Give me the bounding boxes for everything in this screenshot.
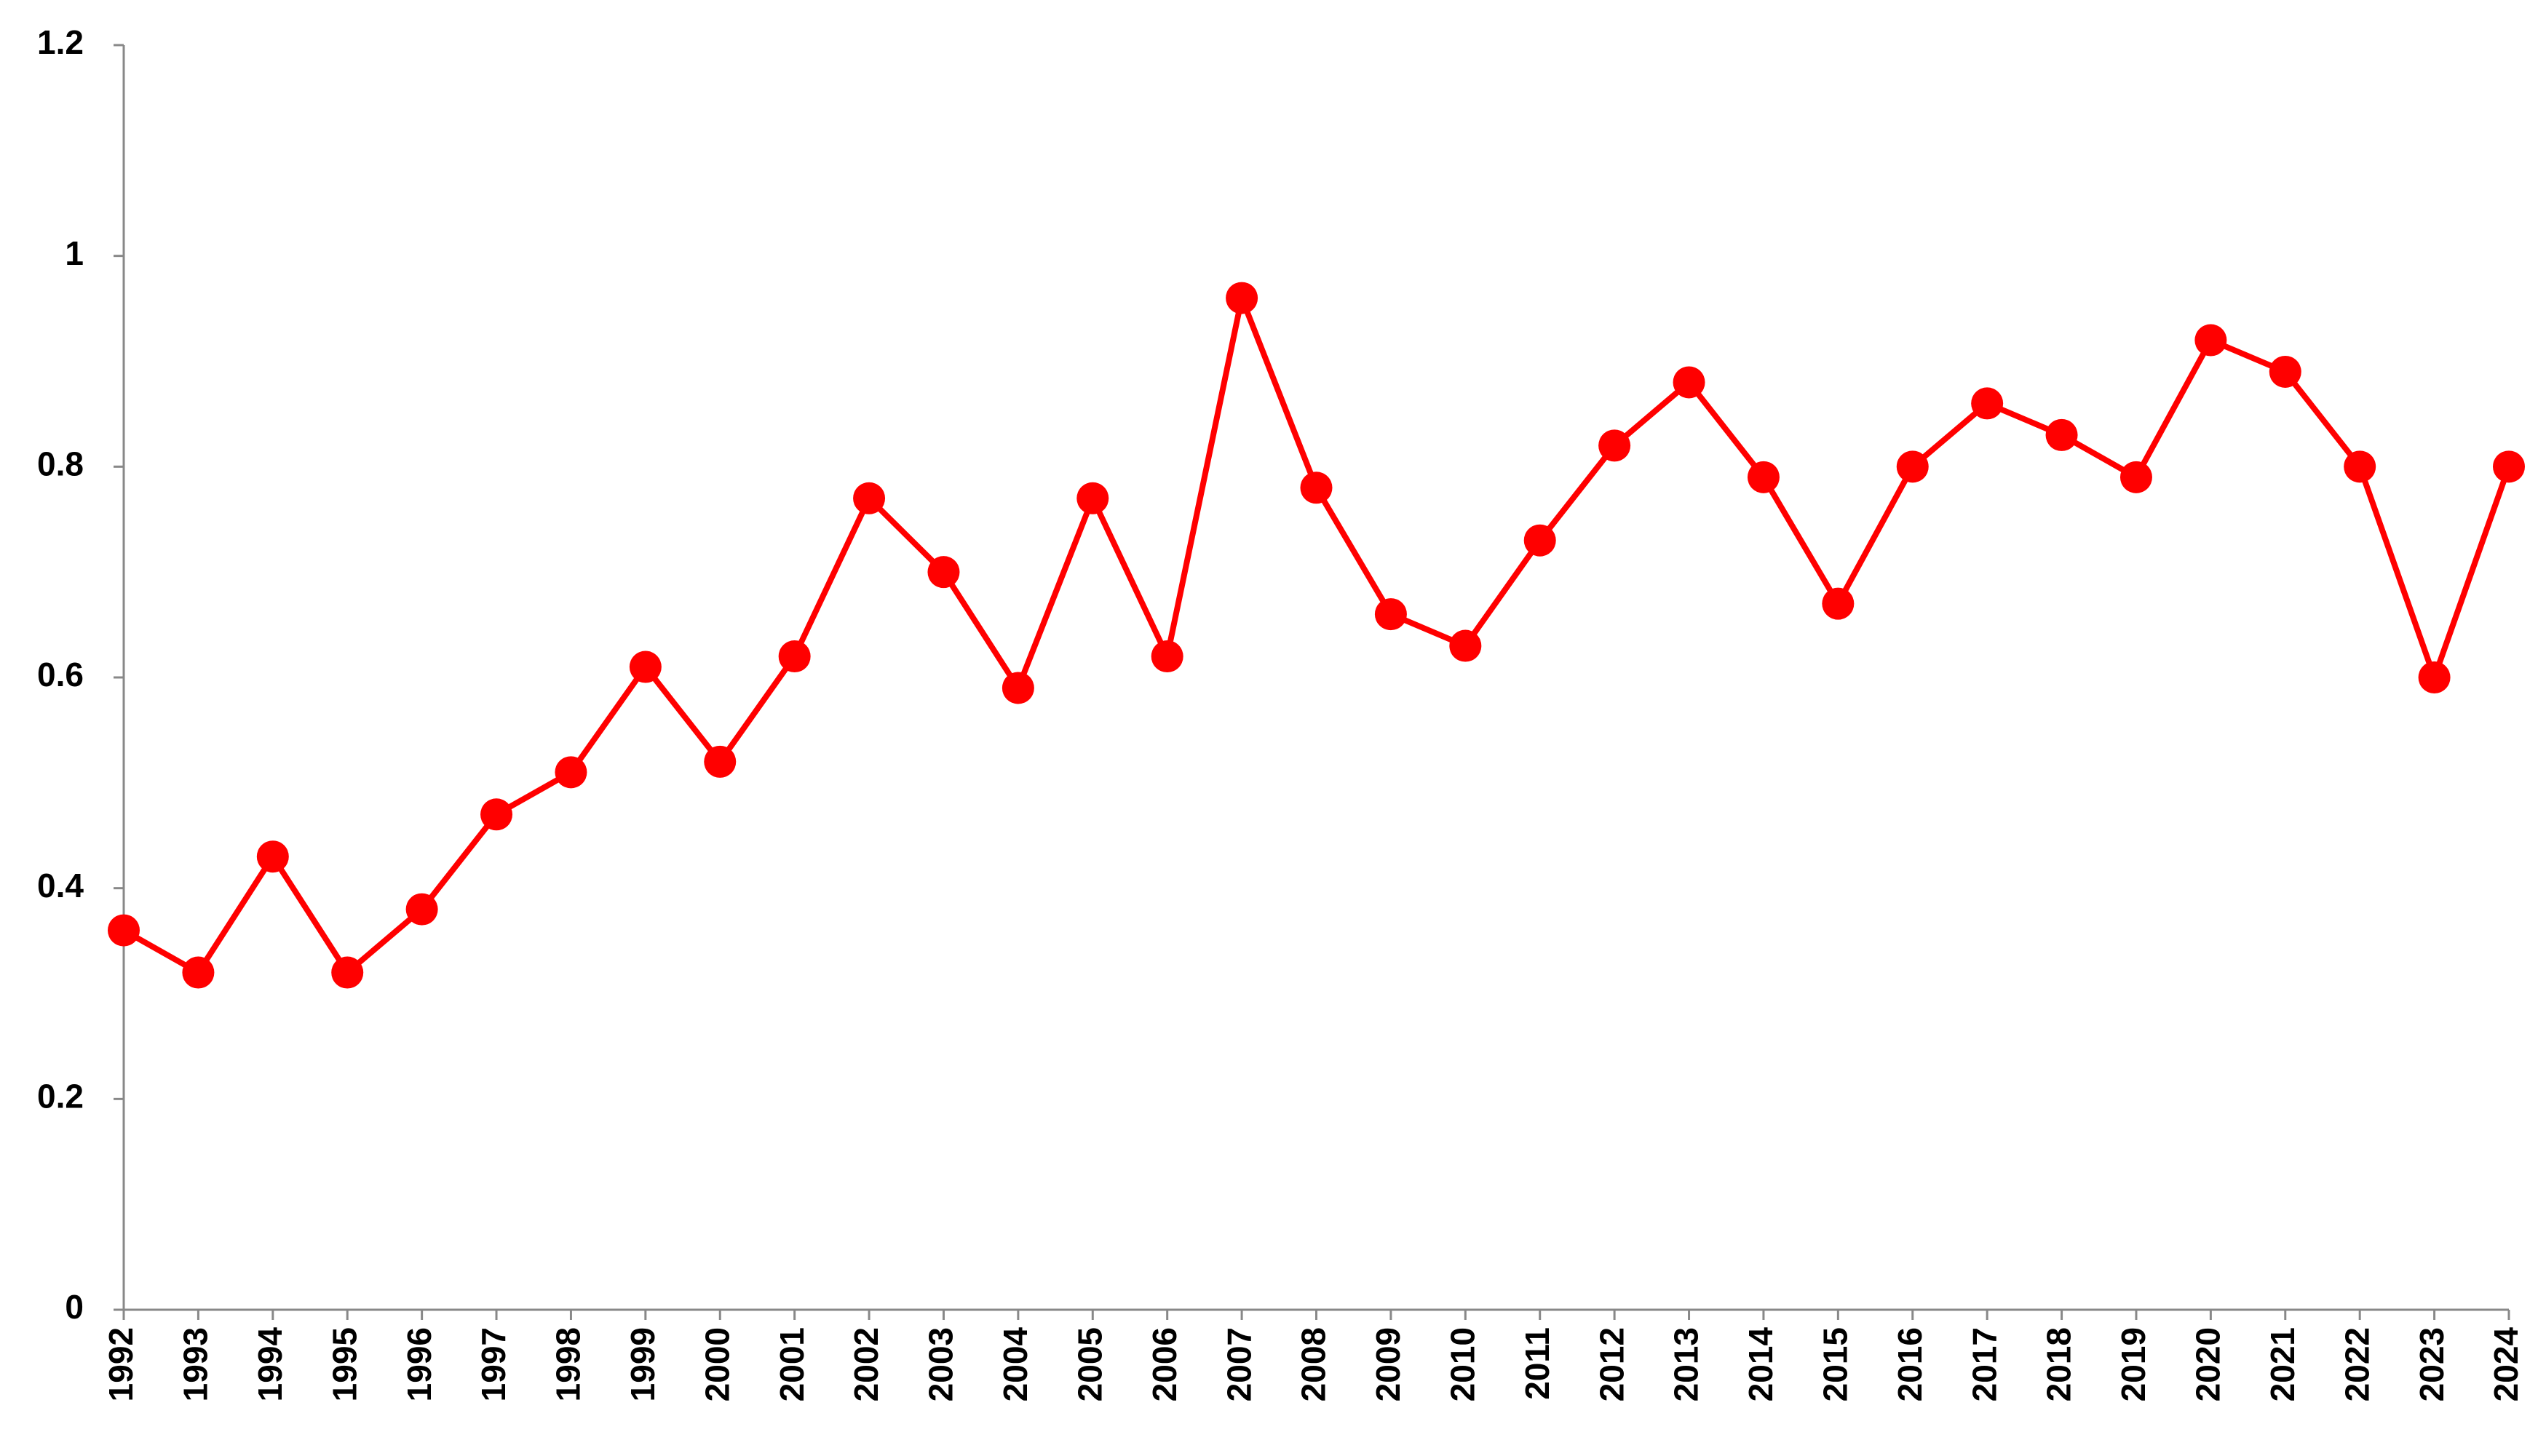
- data-point: [1076, 482, 1109, 514]
- data-point: [2418, 661, 2451, 693]
- data-line: [122, 295, 2512, 976]
- x-tick-label: 2024: [2487, 1327, 2525, 1402]
- data-point: [927, 556, 960, 589]
- x-tick-label: 2022: [2338, 1327, 2376, 1401]
- x-tick-label: 2002: [847, 1327, 885, 1401]
- x-tick-label: 2023: [2413, 1327, 2451, 1401]
- x-tick-label: 1992: [102, 1327, 140, 1401]
- data-point: [2344, 450, 2376, 483]
- x-tick-label: 2000: [698, 1327, 736, 1401]
- x-tick-label: 2009: [1369, 1327, 1407, 1401]
- data-point: [555, 756, 587, 789]
- x-tick-label: 2011: [1518, 1327, 1556, 1400]
- x-tick-label: 2019: [2114, 1327, 2152, 1401]
- x-tick-label: 2014: [1742, 1327, 1780, 1402]
- y-tick-label: 1: [65, 234, 84, 272]
- x-tick-label: 2012: [1593, 1327, 1630, 1401]
- x-tick-label: 2004: [996, 1327, 1034, 1402]
- x-tick-label: 2013: [1667, 1327, 1705, 1401]
- x-tick-label: 2020: [2189, 1327, 2227, 1401]
- data-point: [2493, 450, 2525, 483]
- data-point: [853, 482, 886, 514]
- data-point: [778, 640, 811, 673]
- x-tick-label: 1995: [325, 1327, 363, 1401]
- y-tick-label: 0.6: [37, 656, 84, 693]
- x-tick-label: 2018: [2040, 1327, 2078, 1401]
- x-tick-label: 2010: [1443, 1327, 1481, 1401]
- data-point: [1151, 640, 1183, 673]
- data-point: [1374, 598, 1407, 631]
- data-point: [2194, 324, 2227, 357]
- data-point: [405, 893, 438, 926]
- x-tick-label: 2003: [922, 1327, 960, 1401]
- data-point: [2269, 355, 2301, 388]
- data-point: [2045, 418, 2078, 451]
- x-tick-label: 1997: [475, 1327, 512, 1401]
- data-point: [2119, 461, 2152, 493]
- y-tick-label: 0.8: [37, 445, 84, 482]
- x-tick-label: 2016: [1891, 1327, 1929, 1401]
- x-tick-label: 1996: [400, 1327, 438, 1401]
- data-point: [108, 914, 140, 947]
- x-tick-label: 2007: [1220, 1327, 1258, 1401]
- x-tick-label: 1994: [251, 1327, 289, 1402]
- data-point: [256, 840, 289, 873]
- x-tick-label: 2008: [1295, 1327, 1333, 1401]
- data-point: [1598, 429, 1631, 462]
- y-tick-label: 0: [65, 1288, 84, 1326]
- x-tick-label: 2001: [773, 1327, 811, 1401]
- data-point: [1747, 461, 1780, 493]
- data-point: [480, 798, 513, 831]
- x-tick-label: 2015: [1817, 1327, 1855, 1401]
- data-point: [1449, 629, 1482, 662]
- data-point: [1971, 387, 2004, 420]
- y-tick-label: 0.2: [37, 1077, 84, 1115]
- data-point: [1673, 366, 1705, 399]
- data-point: [331, 956, 364, 989]
- x-tick-label: 1998: [550, 1327, 587, 1401]
- y-tick-label: 1.2: [37, 23, 84, 61]
- data-point: [704, 745, 737, 778]
- data-point: [182, 956, 215, 989]
- data-point: [1896, 450, 1929, 483]
- data-point: [1300, 472, 1333, 504]
- x-tick-label: 2021: [2264, 1327, 2301, 1401]
- data-point: [1226, 282, 1258, 314]
- x-tick-label: 2005: [1071, 1327, 1109, 1401]
- data-point: [1822, 587, 1855, 620]
- x-tick-label: 2017: [1965, 1327, 2003, 1401]
- y-tick-label: 0.4: [37, 867, 84, 904]
- x-tick-label: 2006: [1146, 1327, 1183, 1401]
- x-tick-label: 1993: [177, 1327, 215, 1401]
- data-point: [1002, 672, 1034, 704]
- data-point: [1523, 524, 1556, 557]
- x-tick-label: 1999: [624, 1327, 662, 1401]
- data-point: [629, 651, 662, 683]
